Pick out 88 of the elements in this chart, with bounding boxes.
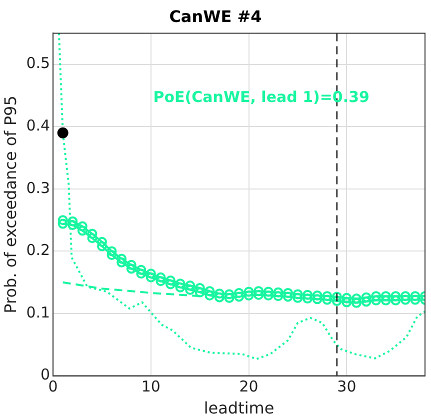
point [390,291,401,302]
point [166,275,176,286]
y-tick-label: 0.2 [26,241,50,260]
point [175,282,186,292]
point [361,292,372,302]
point [302,294,313,304]
x-axis-title: leadtime [204,398,274,418]
point [68,220,78,230]
point [342,297,352,308]
point [146,268,156,279]
point [282,292,293,302]
point [312,294,322,304]
point [263,286,274,297]
point [116,257,127,268]
point [126,264,136,274]
x-tick-label: 20 [239,378,258,396]
point [410,291,420,302]
point [106,246,117,256]
point [292,292,303,303]
x-tick-label: 30 [337,378,356,396]
point [204,290,215,300]
point [410,294,420,305]
point [400,291,410,302]
point [136,264,146,275]
point [234,292,244,302]
point [175,278,186,289]
y-tick-label: 0.1 [26,303,50,322]
point [361,296,372,307]
point [273,287,284,298]
point [96,236,107,247]
point [332,296,342,306]
point [273,291,284,302]
y-tick-label: 0.5 [26,54,50,72]
point [224,292,234,303]
x-tick-label: 10 [141,378,160,396]
y-tick-label: 0.3 [26,178,50,197]
point [282,288,293,298]
point [77,221,88,232]
point [351,298,362,308]
point [96,241,107,252]
point [77,226,88,236]
point [263,290,274,300]
point [87,233,98,244]
point [292,289,303,300]
point [214,288,224,299]
point [57,127,68,138]
point [332,292,342,302]
point [371,295,382,306]
annotation: PoE(CanWE, lead 1)=0.39 [153,88,370,106]
point [194,287,205,298]
point [371,291,382,302]
point [136,268,146,279]
point [380,295,391,306]
point [214,292,224,302]
y-tick-label: 0.4 [26,116,50,135]
point [254,286,264,296]
point [166,279,176,290]
point [244,290,254,300]
point [156,276,166,286]
point [322,294,332,305]
point [400,294,410,305]
point [156,272,166,282]
point [390,295,401,306]
point [342,292,352,303]
point [68,216,78,226]
point [224,289,234,300]
point [204,286,215,296]
point [106,250,117,260]
point [234,288,244,298]
point [58,218,68,229]
point [185,280,196,290]
point [194,282,205,293]
point [126,260,136,270]
point [322,291,332,302]
point [244,286,254,297]
point [185,284,196,295]
point [302,290,313,300]
point [146,272,156,282]
point [312,290,322,300]
y-axis-title: Prob. of exceedance of P95 [0,96,20,314]
point [116,254,127,264]
chart-title: CanWE #4 [169,6,262,26]
line-series [58,33,425,360]
point [58,215,68,226]
point [254,290,264,300]
point [87,228,98,239]
point [380,291,391,302]
y-tick-label: 0 [40,366,50,384]
